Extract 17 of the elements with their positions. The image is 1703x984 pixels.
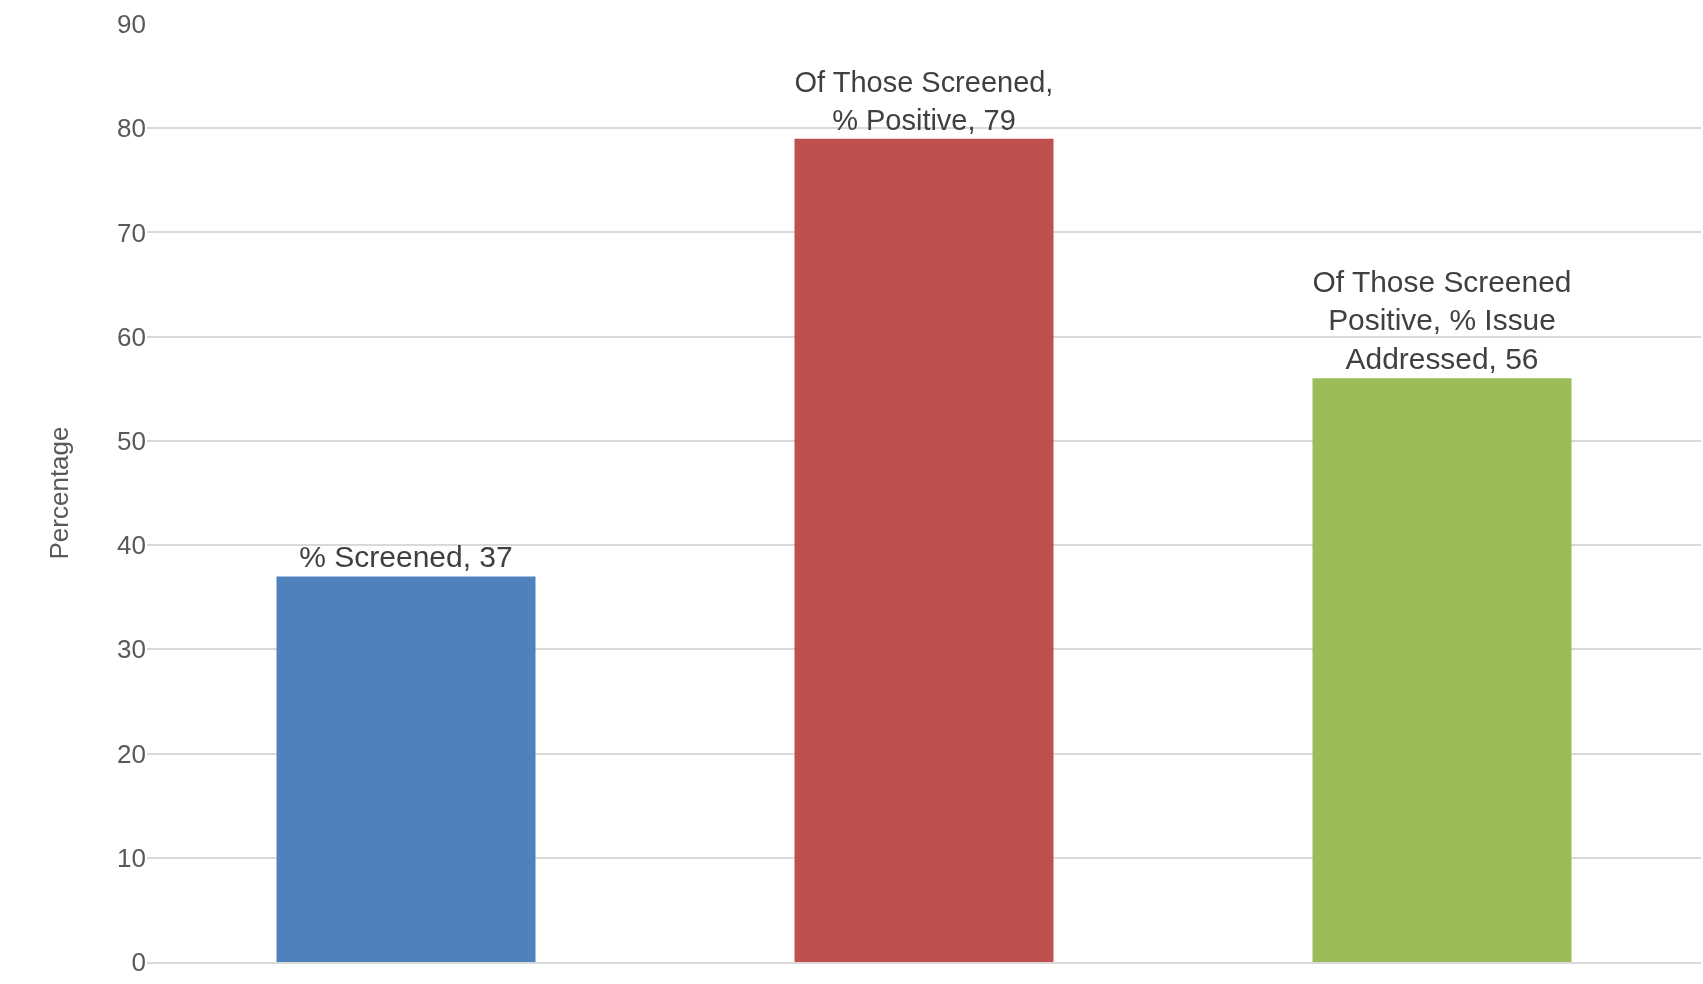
y-tick-label: 90 bbox=[117, 9, 146, 40]
data-label: Of Those Screened, % Positive, 79 bbox=[794, 66, 1054, 136]
y-axis-title: Percentage bbox=[44, 426, 75, 560]
y-tick-label: 0 bbox=[131, 947, 146, 978]
y-tick-label: 40 bbox=[117, 530, 146, 561]
bar bbox=[794, 138, 1054, 962]
bar bbox=[276, 576, 536, 962]
y-tick-label: 20 bbox=[117, 738, 146, 769]
y-tick-label: 50 bbox=[117, 425, 146, 456]
bar bbox=[1312, 378, 1572, 962]
data-label: Of Those Screened Positive, % Issue Addressed, 56 bbox=[1312, 264, 1572, 376]
y-tick-label: 60 bbox=[117, 321, 146, 352]
y-tick-label: 10 bbox=[117, 842, 146, 873]
y-tick-label: 80 bbox=[117, 113, 146, 144]
data-label: % Screened, 37 bbox=[299, 540, 513, 574]
y-tick-label: 70 bbox=[117, 217, 146, 248]
y-tick-label: 30 bbox=[117, 634, 146, 665]
